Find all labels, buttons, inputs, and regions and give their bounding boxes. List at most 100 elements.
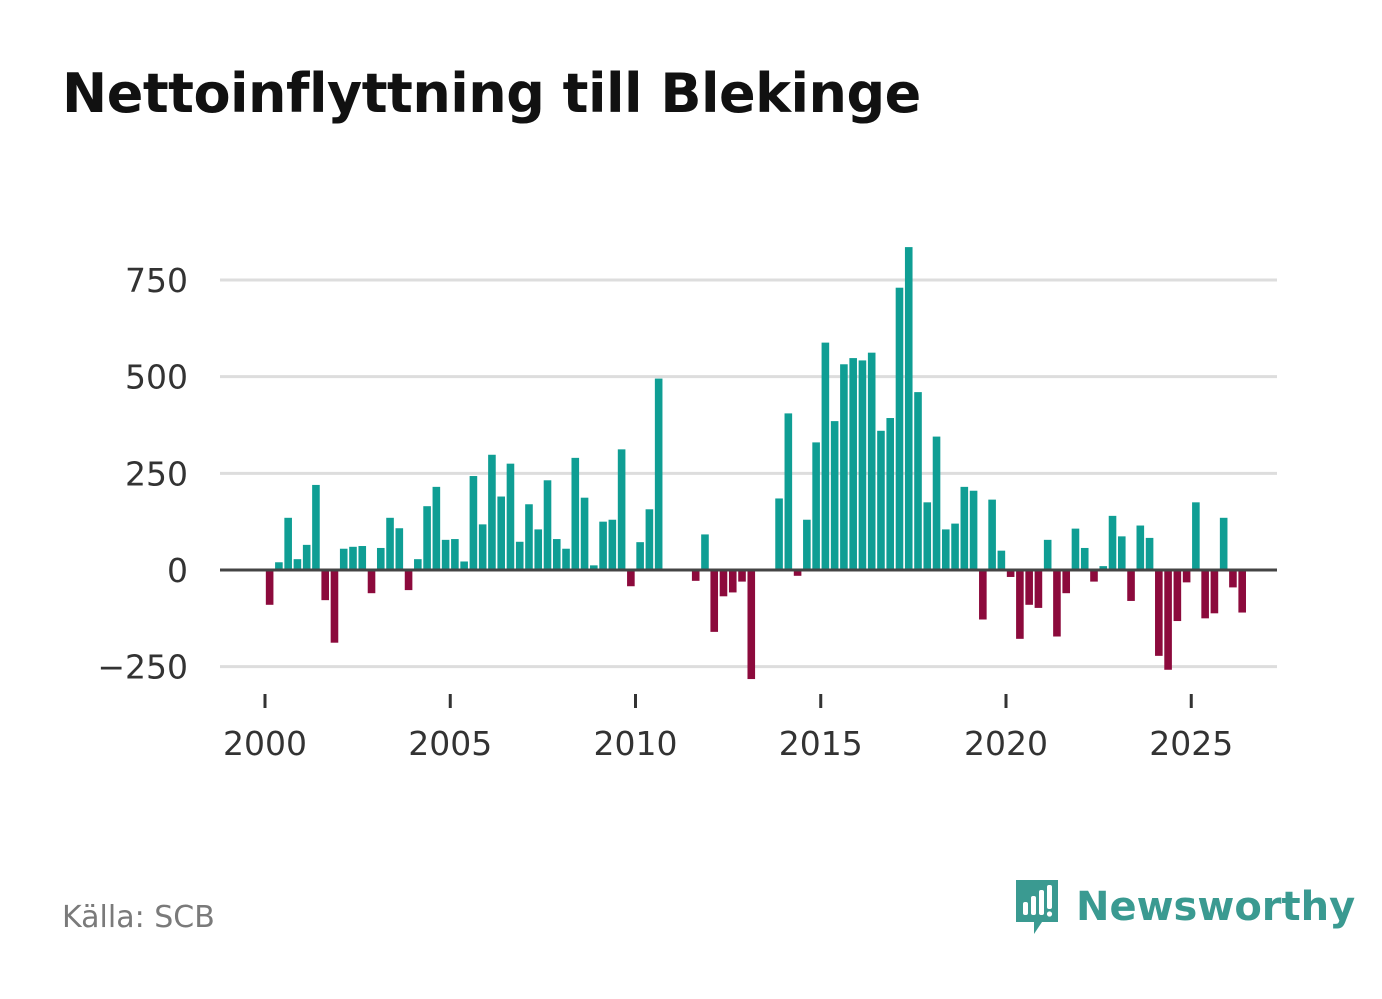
bar — [525, 504, 533, 570]
bar — [451, 539, 459, 570]
bar — [321, 570, 330, 601]
bar — [543, 480, 552, 570]
bar — [275, 562, 283, 570]
y-tick-label: 250 — [125, 454, 188, 493]
bar — [414, 559, 422, 570]
bar — [988, 499, 996, 570]
bar — [432, 486, 441, 570]
bar — [395, 528, 404, 570]
bar — [1219, 517, 1228, 570]
bar — [691, 570, 700, 581]
bar — [1080, 547, 1089, 570]
bar — [599, 521, 607, 570]
bar — [1025, 570, 1033, 605]
bar — [747, 570, 756, 680]
bar — [376, 547, 385, 570]
bar — [608, 519, 617, 570]
bar — [358, 546, 367, 570]
x-tick-label: 2005 — [408, 724, 492, 763]
bar — [1192, 502, 1200, 570]
bar — [914, 392, 922, 570]
bar — [534, 529, 543, 570]
bar — [552, 539, 561, 570]
bar — [636, 542, 644, 570]
bar — [580, 497, 589, 570]
bar — [284, 517, 292, 570]
bar — [849, 358, 857, 570]
bar — [654, 378, 663, 570]
bar — [265, 570, 274, 605]
bar — [1229, 570, 1237, 588]
bar — [1108, 515, 1117, 570]
bar — [488, 454, 496, 570]
bar — [719, 570, 728, 597]
bar — [312, 484, 320, 570]
x-tick-label: 2015 — [779, 724, 863, 763]
bar — [1071, 528, 1080, 570]
source-note: Källa: SCB — [62, 900, 215, 935]
bar — [1127, 570, 1135, 601]
bar — [821, 342, 830, 570]
bars — [265, 247, 1246, 680]
bar — [1145, 537, 1154, 570]
bar — [367, 570, 376, 594]
bar — [840, 364, 848, 570]
bar — [1016, 570, 1024, 639]
bar — [293, 559, 302, 570]
bar — [645, 509, 654, 570]
bar — [784, 413, 793, 570]
bar — [812, 442, 820, 570]
chart-title: Nettoinflyttning till Blekinge — [62, 62, 921, 125]
bar — [1006, 570, 1015, 577]
bar — [1062, 570, 1071, 594]
y-tick-label: −250 — [97, 648, 188, 687]
x-axis: 2000 2005 2010 2015 2020 2025 — [223, 694, 1233, 763]
bar — [979, 570, 987, 620]
bar — [1117, 536, 1126, 570]
gridlines — [220, 278, 1277, 669]
bar — [515, 541, 524, 570]
bar — [386, 517, 394, 570]
bar — [1034, 570, 1043, 608]
bar — [1136, 525, 1145, 570]
brand-name: Newsworthy — [1076, 884, 1356, 930]
bar — [330, 570, 339, 643]
bar — [997, 550, 1006, 570]
bar — [728, 570, 737, 593]
bar — [423, 506, 431, 570]
bar — [1210, 570, 1219, 614]
bar — [617, 449, 626, 570]
brand-logo[interactable]: Newsworthy — [1012, 876, 1355, 938]
bar — [701, 534, 709, 570]
bar — [497, 496, 505, 570]
bar — [941, 529, 950, 570]
bar — [562, 548, 570, 570]
bar — [738, 570, 746, 582]
bar — [1090, 570, 1098, 582]
bar — [951, 523, 959, 570]
bar — [895, 287, 904, 570]
bar — [1099, 566, 1108, 570]
bar — [1201, 570, 1209, 619]
bar — [923, 502, 932, 570]
y-tick-label: 750 — [125, 261, 188, 300]
bar-chart: −250 0 250 500 750 2000 2005 2010 2015 2020 2025 — [97, 247, 1277, 763]
bar — [1238, 570, 1246, 613]
bar — [478, 524, 487, 570]
bar — [441, 539, 450, 570]
bar — [349, 546, 357, 570]
x-tick-label: 2000 — [223, 724, 307, 763]
x-tick-label: 2020 — [964, 724, 1048, 763]
x-tick-label: 2025 — [1149, 724, 1233, 763]
bar — [867, 352, 876, 570]
bar — [830, 421, 839, 570]
bar — [877, 430, 885, 570]
x-tick-label: 2010 — [594, 724, 678, 763]
bar — [793, 570, 802, 576]
bar — [932, 436, 941, 570]
bar — [1155, 570, 1163, 656]
bar — [571, 457, 580, 570]
bar — [1164, 570, 1172, 670]
bar — [858, 360, 867, 570]
y-tick-label: 0 — [167, 551, 188, 590]
